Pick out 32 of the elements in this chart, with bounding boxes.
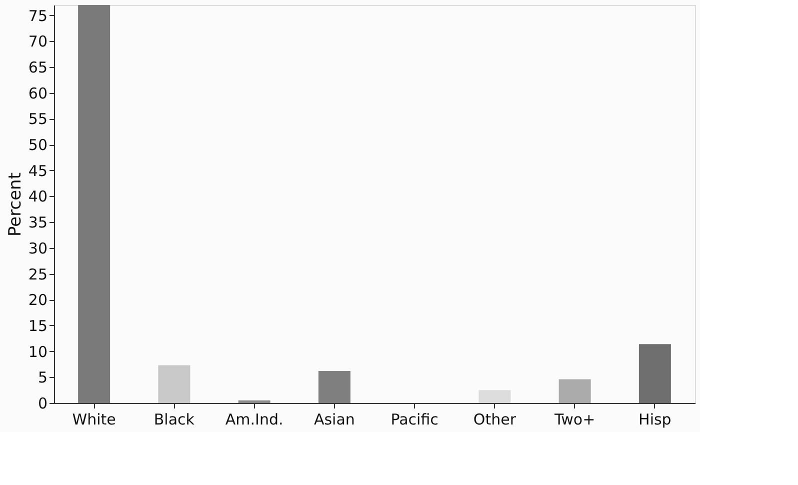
y-tick-label: 15 <box>28 316 48 335</box>
x-tick-label: White <box>72 410 116 428</box>
bar <box>478 390 511 403</box>
y-tick-label: 50 <box>28 136 48 154</box>
y-tick-label: 20 <box>28 291 48 310</box>
y-tick-label: 30 <box>28 239 48 258</box>
x-tick-label: Hisp <box>638 410 672 428</box>
y-tick-label: 40 <box>28 188 48 206</box>
bar <box>158 365 190 403</box>
y-tick-label: 35 <box>28 214 48 232</box>
bar <box>558 379 591 403</box>
x-tick-label: Am.Ind. <box>225 410 284 428</box>
bar <box>78 5 110 403</box>
y-tick-label: 5 <box>38 368 48 387</box>
y-tick-label: 60 <box>28 84 48 102</box>
bar <box>238 400 270 403</box>
bar <box>318 370 350 403</box>
x-tick-label: Pacific <box>390 410 438 428</box>
y-tick-label: 70 <box>28 32 48 51</box>
y-tick-label: 55 <box>28 110 48 128</box>
y-tick-label: 65 <box>28 58 48 77</box>
y-tick-label: 10 <box>28 342 48 361</box>
y-tick-label: 45 <box>28 162 48 180</box>
x-tick-label: Asian <box>314 410 355 428</box>
x-tick-label: Other <box>473 410 517 428</box>
y-tick-label: 75 <box>28 6 48 25</box>
y-axis-title: Percent <box>5 172 26 236</box>
bar <box>638 344 671 403</box>
x-tick-label: Two+ <box>553 410 596 428</box>
y-tick-label: 25 <box>28 265 48 284</box>
y-tick-label: 0 <box>38 394 48 412</box>
x-tick-label: Black <box>154 410 195 428</box>
